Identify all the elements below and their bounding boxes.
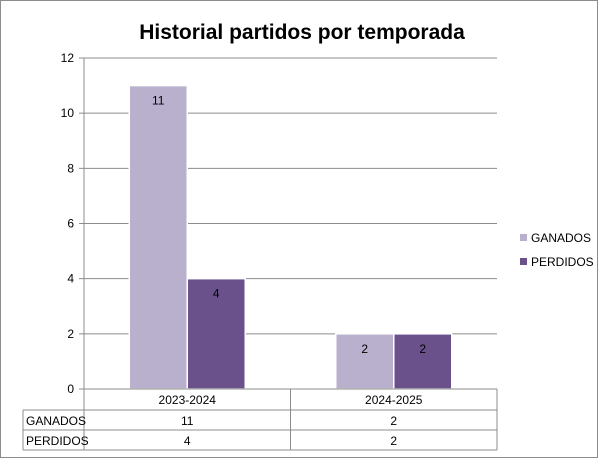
y-tick-label: 10 — [61, 106, 75, 120]
y-tick-label: 2 — [67, 327, 74, 341]
data-label: 2 — [361, 342, 368, 356]
data-label: 4 — [213, 287, 220, 301]
table-cell: 4 — [184, 434, 191, 448]
table-cell: 2 — [390, 414, 397, 428]
legend-label: PERDIDOS — [531, 255, 594, 269]
bar — [128, 84, 188, 390]
axis-layer: 0 2 4 6 8 10 12 — [61, 51, 85, 396]
y-tick-label: 6 — [67, 217, 74, 231]
data-label: 2 — [419, 342, 426, 356]
table-cell: 11 — [181, 414, 194, 428]
data-table: 2023-2024 2024-2025 GANADOS 11 2 PERDIDOS 4 2 — [22, 388, 498, 451]
table-row-label: PERDIDOS — [26, 434, 89, 448]
data-label: 11 — [152, 94, 165, 108]
x-tick-label: 2023-2024 — [159, 393, 217, 407]
y-tick-label: 4 — [67, 272, 74, 286]
table-row-label: GANADOS — [26, 414, 86, 428]
legend-label: GANADOS — [531, 231, 591, 245]
legend-swatch — [520, 234, 527, 241]
y-tick-label: 0 — [67, 382, 74, 396]
x-tick-label: 2024-2025 — [365, 393, 423, 407]
table-cell: 2 — [390, 434, 397, 448]
bar-layer: 11 4 2 2 — [128, 84, 453, 390]
chart-title: Historial partidos por temporada — [139, 21, 465, 44]
y-tick-label: 12 — [61, 51, 75, 65]
bar — [393, 333, 453, 390]
y-tick-label: 8 — [67, 161, 74, 175]
legend: GANADOS PERDIDOS — [520, 231, 594, 269]
legend-swatch — [520, 258, 527, 265]
